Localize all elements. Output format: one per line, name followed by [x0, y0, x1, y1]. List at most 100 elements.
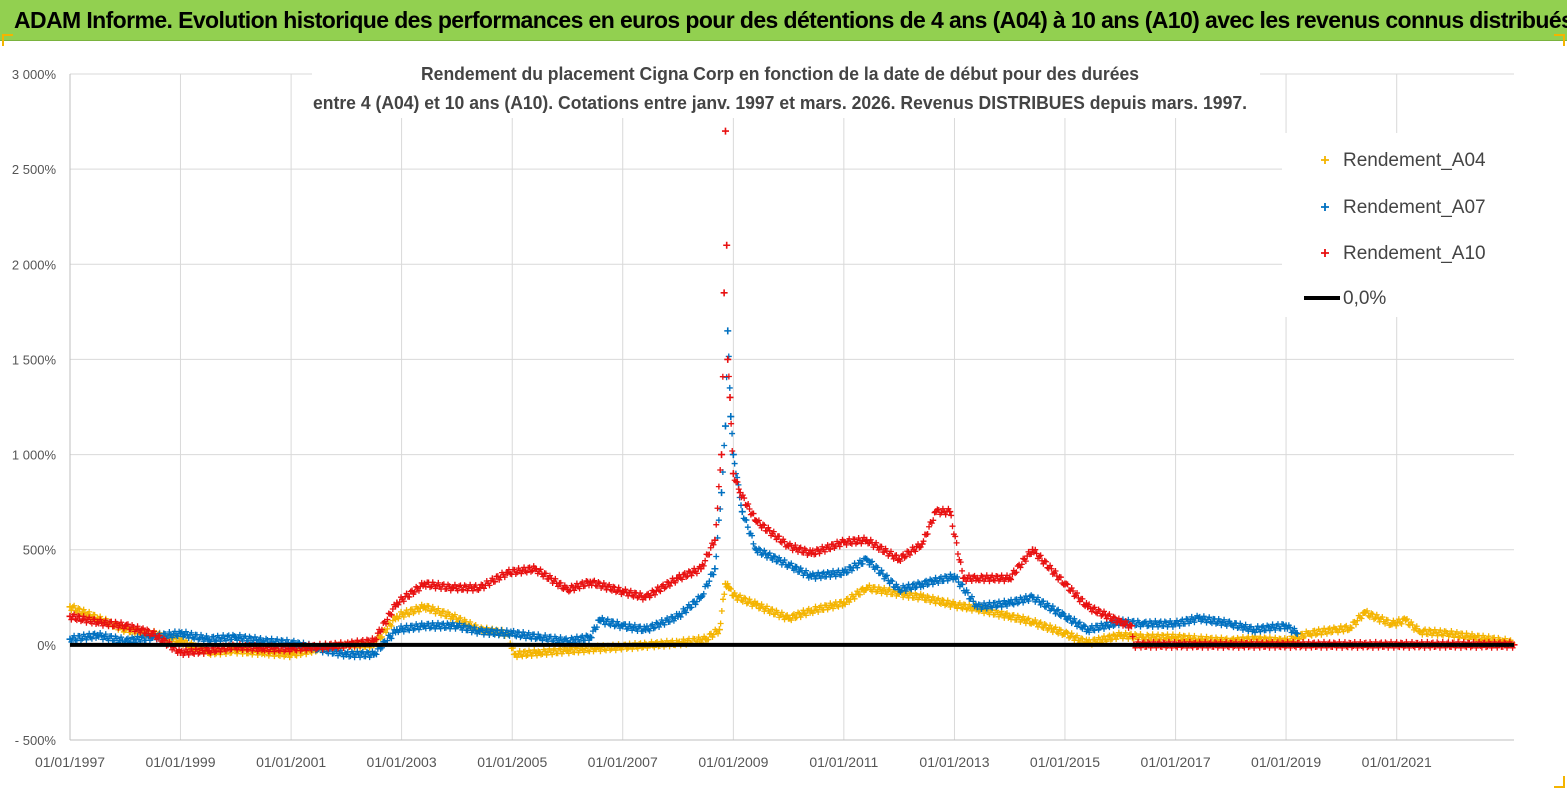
interp-point [1287, 624, 1294, 631]
y-tick-label: - 500% [15, 733, 57, 748]
interp-point [1076, 619, 1083, 626]
interp-point [847, 540, 854, 547]
interp-point [1379, 614, 1386, 621]
interp-point [102, 617, 109, 624]
interp-point [489, 575, 496, 582]
interp-point [597, 648, 604, 655]
interp-point [222, 637, 229, 644]
interp-point [432, 625, 439, 632]
interp-point [715, 630, 722, 637]
interp-point [1106, 624, 1113, 631]
interp-point [710, 541, 717, 548]
interp-point [1401, 615, 1408, 622]
interp-point [1358, 615, 1365, 622]
interp-point [766, 550, 773, 557]
interp-point [1136, 619, 1143, 626]
interp-point [654, 584, 661, 591]
interp-point [866, 582, 873, 589]
interp-point [1074, 590, 1081, 597]
interp-point [369, 635, 376, 642]
interp-point [1144, 631, 1151, 638]
interp-point [776, 533, 783, 540]
interp-point [162, 637, 169, 644]
interp-point [1169, 623, 1176, 630]
interp-point [842, 601, 849, 608]
interp-point [1071, 593, 1078, 600]
interp-point [1354, 617, 1361, 624]
interp-point [1165, 621, 1172, 628]
interp-point [614, 588, 621, 595]
interp-point [1090, 605, 1097, 612]
interp-point [1348, 625, 1355, 632]
interp-point [446, 611, 453, 618]
interp-point [838, 572, 845, 579]
interp-point [1105, 633, 1112, 640]
interp-point [520, 629, 527, 636]
interp-point [639, 596, 646, 603]
interp-point [894, 557, 901, 564]
interp-point [523, 652, 530, 659]
interp-point [729, 430, 736, 437]
interp-point [571, 587, 578, 594]
interp-point [563, 635, 570, 642]
interp-point [82, 616, 89, 623]
interp-point [924, 530, 931, 537]
interp-point [966, 601, 973, 608]
interp-point [438, 621, 445, 628]
interp-point [828, 602, 835, 609]
interp-point [713, 553, 720, 560]
interp-point [978, 572, 985, 579]
interp-point [475, 586, 482, 593]
interp-point [717, 620, 724, 627]
interp-point [622, 586, 629, 593]
interp-point [710, 571, 717, 578]
x-tick-label: 01/01/2015 [1030, 754, 1100, 770]
interp-point [1113, 619, 1120, 626]
interp-point [1063, 628, 1070, 635]
interp-point [1329, 628, 1336, 635]
interp-point [719, 373, 726, 380]
interp-point [983, 572, 990, 579]
interp-point [835, 540, 842, 547]
interp-point [963, 606, 970, 613]
interp-point [1040, 598, 1047, 605]
interp-point [950, 598, 957, 605]
interp-point [685, 601, 692, 608]
interp-point [656, 623, 663, 630]
interp-point [350, 650, 357, 657]
interp-point [653, 619, 660, 626]
interp-point [731, 589, 738, 596]
interp-point [1010, 612, 1017, 619]
interp-point [579, 579, 586, 586]
interp-point [410, 626, 417, 633]
interp-point [804, 572, 811, 579]
interp-point [1122, 629, 1129, 636]
interp-point [174, 633, 181, 640]
interp-point [418, 601, 425, 608]
interp-point [1453, 628, 1460, 635]
interp-point [91, 630, 98, 637]
interp-point [557, 579, 564, 586]
interp-point [274, 636, 281, 643]
interp-point [1110, 613, 1117, 620]
interp-point [555, 583, 562, 590]
interp-point [1106, 632, 1113, 639]
interp-point [409, 587, 416, 594]
interp-point [878, 590, 885, 597]
interp-point [600, 580, 607, 587]
interp-point [1437, 627, 1444, 634]
interp-point [843, 541, 850, 548]
interp-point [1070, 618, 1077, 625]
interp-point [1404, 616, 1411, 623]
interp-point [948, 573, 955, 580]
interp-point [707, 544, 714, 551]
interp-point [400, 613, 407, 620]
y-tick-label: 3 000% [12, 67, 57, 82]
interp-point [404, 610, 411, 617]
interp-point [86, 614, 93, 621]
interp-point [817, 575, 824, 582]
interp-point [73, 617, 80, 624]
interp-point [188, 629, 195, 636]
interp-point [859, 537, 866, 544]
interp-point [739, 492, 746, 499]
